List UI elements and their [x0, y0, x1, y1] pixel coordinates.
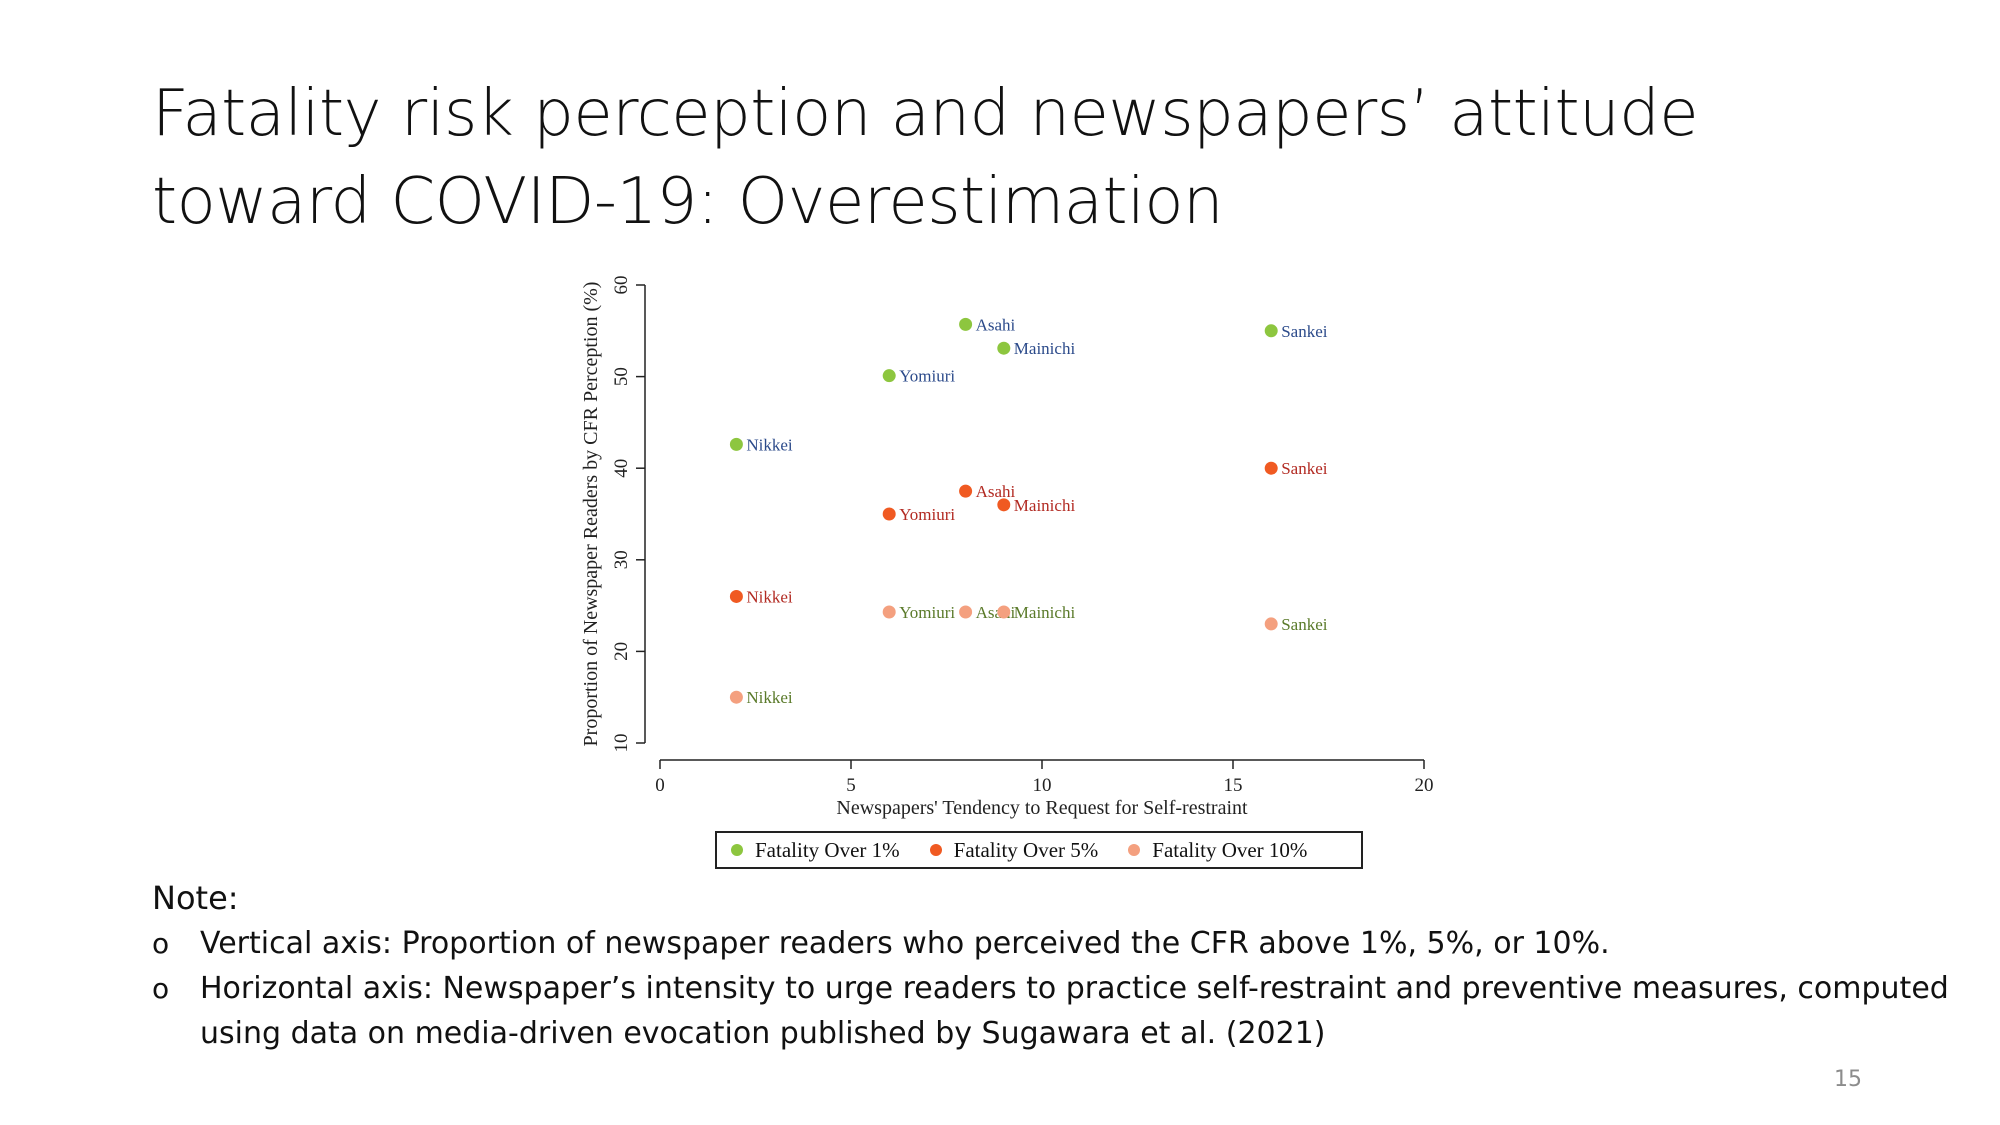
note-text-horizontal-axis: Horizontal axis: Newspaper’s intensity t…: [200, 971, 1949, 1051]
slide-title-line-1: Fatality risk perception and newspapers’…: [152, 77, 1699, 151]
data-label: Yomiuri: [899, 603, 955, 622]
data-point: [959, 605, 973, 619]
y-tick-label: 50: [611, 367, 632, 386]
note-title: Note:: [152, 879, 239, 917]
slide-title-line-2: toward COVID-19: Overestimation: [152, 165, 1224, 239]
x-tick-label: 0: [655, 775, 665, 796]
note-bullet: o: [152, 972, 170, 1005]
data-label: Nikkei: [746, 688, 793, 707]
data-label: Nikkei: [746, 435, 793, 454]
y-tick-label: 60: [611, 276, 632, 295]
page-number: 15: [1834, 1067, 1862, 1092]
data-label: Nikkei: [746, 587, 793, 606]
data-label: Asahi: [976, 482, 1016, 501]
data-point: [997, 341, 1011, 355]
y-tick-label: 40: [611, 459, 632, 478]
y-axis-title: Proportion of Newspaper Readers by CFR P…: [580, 282, 602, 747]
note-item-vertical-axis: o Vertical axis: Proportion of newspaper…: [152, 921, 1982, 966]
data-point: [882, 369, 896, 383]
data-point: [959, 317, 973, 331]
data-label: Sankei: [1281, 615, 1328, 634]
legend-marker-over-5: [929, 844, 942, 856]
note-text-vertical-axis: Vertical axis: Proportion of newspaper r…: [200, 926, 1610, 961]
note-bullet: o: [152, 927, 170, 960]
y-tick-label: 10: [611, 734, 632, 753]
y-tick-label: 30: [611, 550, 632, 569]
data-point: [1264, 617, 1278, 631]
legend-item-over-1: Fatality Over 1%: [731, 838, 900, 863]
data-point: [959, 484, 973, 498]
scatter-chart: 10 20 30 40 50 60 0 5 10 15 20 Newspapers' Tendency…: [580, 276, 1434, 820]
legend-label-over-5: Fatality Over 5%: [953, 837, 1099, 862]
note-block: Note: o Vertical axis: Proportion of new…: [152, 875, 1982, 1056]
data-label: Mainichi: [1014, 603, 1076, 622]
legend-label-over-1: Fatality Over 1%: [755, 837, 900, 862]
x-tick-label: 15: [1224, 775, 1243, 796]
data-label: Sankei: [1281, 322, 1328, 341]
data-point: [729, 589, 743, 603]
data-label: Mainichi: [1014, 339, 1076, 358]
data-label: Yomiuri: [899, 505, 955, 524]
slide-title: Fatality risk perception and newspapers’…: [152, 70, 1912, 246]
data-label: Sankei: [1281, 459, 1328, 478]
data-label: Yomiuri: [899, 367, 955, 386]
x-axis-title: Newspapers' Tendency to Request for Self…: [836, 797, 1248, 819]
data-label: Mainichi: [1014, 496, 1076, 515]
data-point: [1264, 324, 1278, 338]
x-tick-label: 10: [1033, 775, 1052, 796]
note-item-horizontal-axis: o Horizontal axis: Newspaper’s intensity…: [152, 966, 1982, 1056]
data-point: [882, 507, 896, 521]
data-point: [729, 437, 743, 451]
legend-marker-over-1: [731, 844, 743, 856]
x-tick-label: 5: [846, 775, 856, 796]
data-point: [1264, 461, 1278, 475]
data-point: [882, 605, 896, 619]
chart-legend: Fatality Over 1% Fatality Over 5% Fatali…: [715, 831, 1363, 869]
y-tick-label: 20: [611, 642, 632, 661]
data-label: Asahi: [976, 315, 1016, 334]
data-point: [997, 605, 1011, 619]
legend-marker-over-10: [1128, 844, 1141, 856]
legend-label-over-10: Fatality Over 10%: [1152, 837, 1308, 862]
data-point: [729, 690, 743, 704]
x-tick-label: 20: [1415, 775, 1434, 796]
legend-item-over-10: Fatality Over 10%: [1128, 838, 1307, 863]
legend-item-over-5: Fatality Over 5%: [929, 837, 1099, 863]
data-point: [997, 498, 1011, 512]
